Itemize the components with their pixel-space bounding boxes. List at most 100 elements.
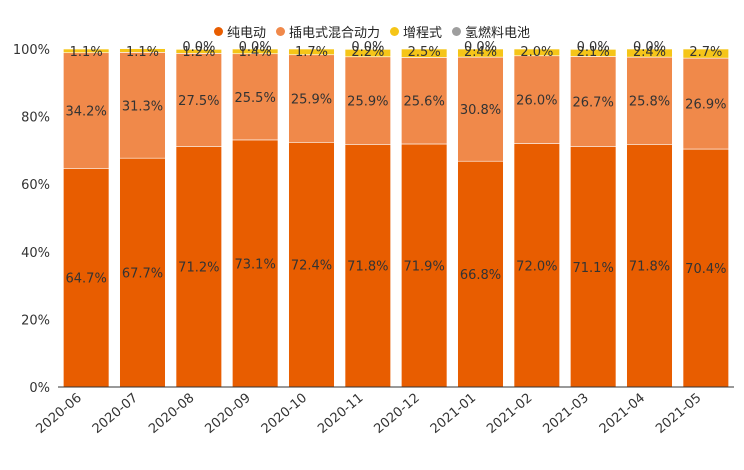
data-label: 0.0% <box>182 40 215 55</box>
legend-swatch <box>213 27 223 36</box>
data-label: 71.1% <box>573 261 614 276</box>
legend-label: 氢燃料电池 <box>465 26 531 41</box>
x-tick-label: 2021-01 <box>428 391 479 437</box>
y-tick-label: 0% <box>29 381 50 396</box>
legend-swatch <box>390 27 399 36</box>
legend-label: 增程式 <box>403 26 443 41</box>
bar-segment <box>626 144 673 388</box>
legend-item[interactable]: 氢燃料电池 <box>452 22 530 41</box>
bar-segment <box>119 52 166 159</box>
legend-item[interactable]: 增程式 <box>390 22 442 41</box>
data-label: 64.7% <box>66 272 107 287</box>
data-label: 70.4% <box>685 262 726 277</box>
bar-segment <box>344 144 391 388</box>
bar-segment <box>457 160 504 388</box>
y-tick-label: 20% <box>21 313 50 328</box>
x-tick-label: 2020-07 <box>90 391 141 437</box>
x-tick-label: 2020-10 <box>259 391 310 437</box>
data-label: 71.2% <box>178 261 219 276</box>
bar-segment <box>570 49 617 57</box>
bar-segment <box>626 48 673 58</box>
bar-segment <box>63 52 110 169</box>
y-tick-label: 80% <box>21 111 50 126</box>
x-tick-label: 2020-09 <box>202 391 253 437</box>
legend-item[interactable]: 插电式混合动力 <box>275 22 380 41</box>
data-label: 2.7% <box>689 45 722 60</box>
y-tick-label: 100% <box>13 43 50 58</box>
data-label: 71.8% <box>629 260 670 275</box>
bar-segment <box>288 48 335 56</box>
data-label: 25.8% <box>629 95 670 110</box>
x-tick-label: 2020-12 <box>371 391 422 437</box>
data-label: 1.1% <box>70 45 103 60</box>
data-label: 25.9% <box>347 95 388 110</box>
data-label: 1.7% <box>295 45 328 60</box>
data-label: 72.0% <box>516 259 557 274</box>
data-label: 2.4% <box>464 45 497 60</box>
bar-segment <box>457 48 504 58</box>
data-label: 72.4% <box>291 259 332 274</box>
data-label: 31.3% <box>122 99 163 114</box>
data-label: 25.5% <box>235 91 276 106</box>
bar-segment <box>401 143 448 388</box>
bar-segment <box>570 56 617 147</box>
data-label: 27.5% <box>178 94 219 109</box>
bar-segment <box>682 57 729 150</box>
bar-segment <box>232 139 279 388</box>
data-label: 1.2% <box>182 45 215 60</box>
data-label: 30.8% <box>460 103 501 118</box>
data-label: 2.4% <box>633 45 666 60</box>
data-label: 66.8% <box>460 268 501 283</box>
data-label: 0.0% <box>633 40 666 55</box>
data-label: 1.1% <box>126 45 159 60</box>
x-tick-label: 2021-04 <box>597 391 648 437</box>
x-tick-label: 2020-06 <box>33 391 84 437</box>
data-label: 0.0% <box>351 40 384 55</box>
data-label: 71.8% <box>347 260 388 275</box>
data-label: 2.1% <box>577 45 610 60</box>
bar-segment <box>513 55 560 144</box>
y-tick-label: 40% <box>21 246 50 261</box>
bar-segment <box>570 146 617 388</box>
bar-segment <box>513 48 560 57</box>
legend: 纯电动 插电式混合动力 增程式 氢燃料电池 <box>0 22 744 41</box>
legend-swatch <box>452 27 462 36</box>
x-tick-label: 2021-02 <box>484 391 535 437</box>
legend-item[interactable]: 纯电动 <box>213 22 266 41</box>
legend-label: 纯电动 <box>226 26 266 41</box>
y-tick-label: 60% <box>21 178 50 193</box>
data-label: 0.0% <box>464 40 497 55</box>
data-label: 73.1% <box>235 257 276 272</box>
bar-segment <box>344 49 391 58</box>
bar-segment <box>175 49 222 54</box>
bar-segment <box>119 157 166 388</box>
x-tick-label: 2021-05 <box>653 391 704 437</box>
bar-segment <box>119 48 166 53</box>
data-label: 0.0% <box>577 40 610 55</box>
data-label: 26.9% <box>685 98 726 113</box>
bar-segment <box>682 48 729 59</box>
data-label: 26.0% <box>516 94 557 109</box>
data-label: 2.2% <box>351 45 384 60</box>
data-label: 2.5% <box>408 45 441 60</box>
legend-label: 插电式混合动力 <box>288 26 380 41</box>
bar-segment <box>344 56 391 145</box>
data-label: 2.0% <box>520 45 553 60</box>
x-tick-label: 2020-11 <box>315 391 366 437</box>
data-label: 67.7% <box>122 267 163 282</box>
bar-segment <box>288 141 335 388</box>
data-label: 34.2% <box>66 105 107 120</box>
legend-swatch <box>275 27 285 36</box>
bar-segment <box>288 54 335 143</box>
bar-segment <box>63 48 110 54</box>
bar-segment <box>626 56 673 145</box>
bar-segment <box>513 143 560 388</box>
bar-segment <box>232 48 279 55</box>
bar-segment <box>401 57 448 145</box>
data-label: 71.9% <box>404 259 445 274</box>
data-label: 0.0% <box>239 40 272 55</box>
bar-segment <box>457 56 504 162</box>
data-label: 26.7% <box>573 96 614 111</box>
